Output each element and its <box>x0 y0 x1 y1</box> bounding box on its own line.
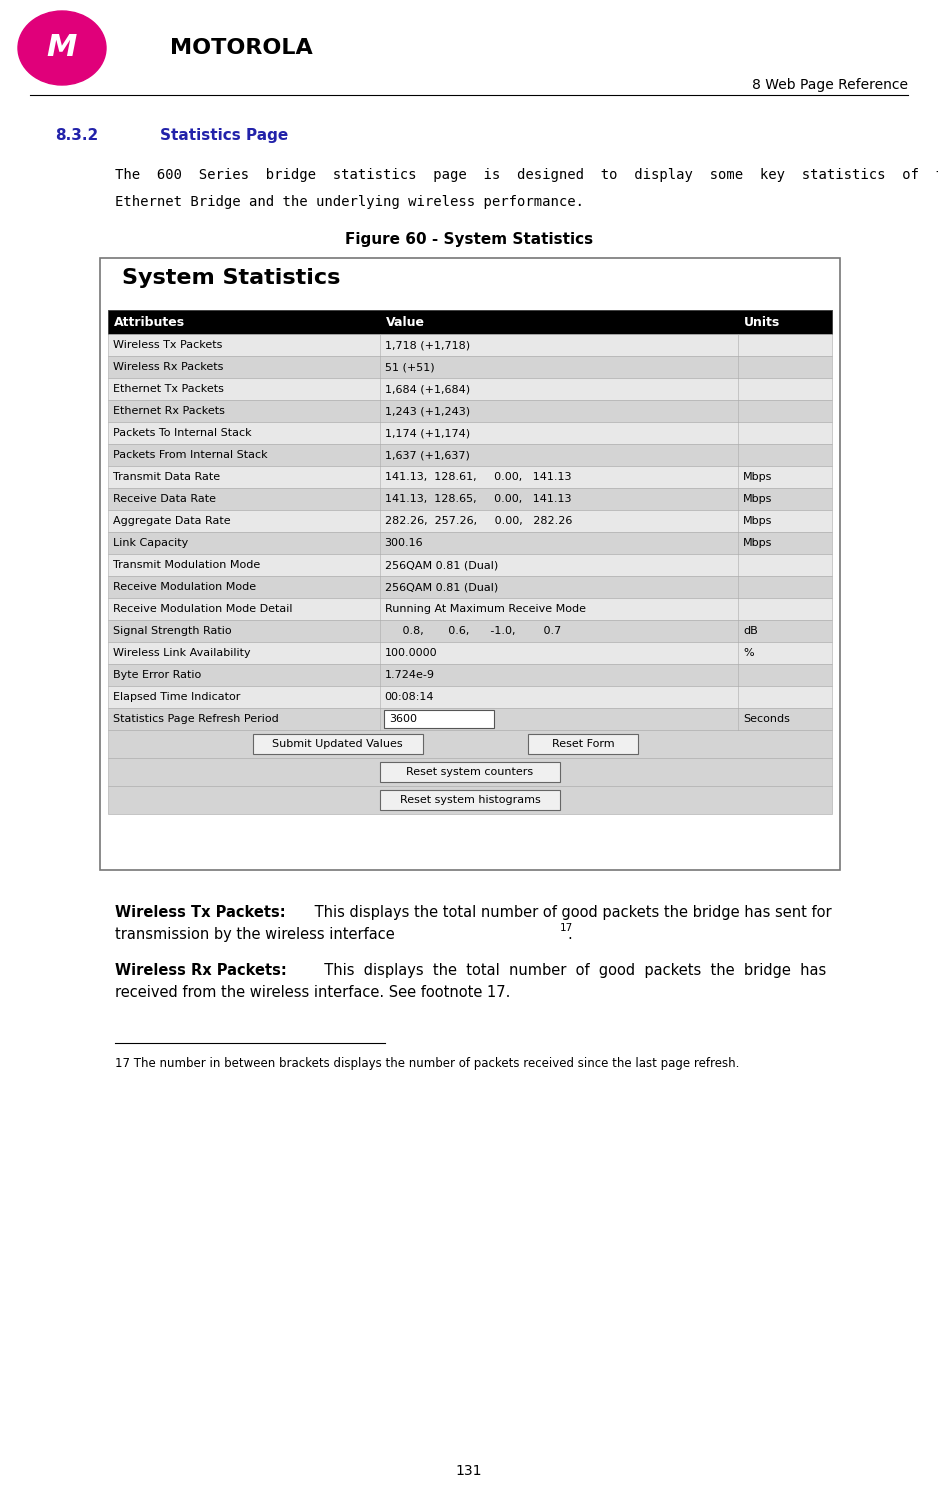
Text: Reset Form: Reset Form <box>552 740 614 748</box>
Text: This displays the total number of good packets the bridge has sent for: This displays the total number of good p… <box>310 905 832 920</box>
Text: Mbps: Mbps <box>743 472 772 483</box>
Text: 00:08:14: 00:08:14 <box>385 692 434 702</box>
Text: Receive Modulation Mode: Receive Modulation Mode <box>113 583 256 592</box>
Text: .: . <box>567 926 572 943</box>
Text: 1,718 (+1,718): 1,718 (+1,718) <box>385 341 470 350</box>
Text: 141.13,  128.61,     0.00,   141.13: 141.13, 128.61, 0.00, 141.13 <box>385 472 571 483</box>
Text: Wireless Rx Packets: Wireless Rx Packets <box>113 362 223 372</box>
Text: Units: Units <box>744 315 780 329</box>
Text: 131: 131 <box>456 1464 482 1478</box>
Text: Elapsed Time Indicator: Elapsed Time Indicator <box>113 692 240 702</box>
Text: Running At Maximum Receive Mode: Running At Maximum Receive Mode <box>385 604 585 614</box>
Bar <box>384 710 493 728</box>
Bar <box>108 577 832 598</box>
Ellipse shape <box>18 10 106 85</box>
Text: 300.16: 300.16 <box>385 538 423 548</box>
Text: 141.13,  128.65,     0.00,   141.13: 141.13, 128.65, 0.00, 141.13 <box>385 495 571 503</box>
Bar <box>108 378 832 400</box>
Text: M: M <box>47 33 77 63</box>
Bar <box>108 509 832 532</box>
Text: 1,174 (+1,174): 1,174 (+1,174) <box>385 427 470 438</box>
Bar <box>108 444 832 466</box>
Text: %: % <box>743 648 753 657</box>
Bar <box>108 532 832 554</box>
Text: received from the wireless interface. See footnote 17.: received from the wireless interface. Se… <box>115 985 510 999</box>
Text: 3600: 3600 <box>389 714 417 725</box>
Text: transmission by the wireless interface: transmission by the wireless interface <box>115 926 395 943</box>
Bar <box>108 708 832 731</box>
Text: System Statistics: System Statistics <box>122 267 340 288</box>
Text: This  displays  the  total  number  of  good  packets  the  bridge  has: This displays the total number of good p… <box>315 964 826 979</box>
Bar <box>108 356 832 378</box>
Text: Statistics Page: Statistics Page <box>160 128 288 143</box>
Text: Wireless Rx Packets:: Wireless Rx Packets: <box>115 964 287 979</box>
Text: Transmit Modulation Mode: Transmit Modulation Mode <box>113 560 260 571</box>
Bar <box>108 335 832 356</box>
Bar <box>253 734 423 754</box>
Bar <box>528 734 638 754</box>
Bar <box>108 466 832 489</box>
Text: Mbps: Mbps <box>743 538 772 548</box>
Text: Signal Strength Ratio: Signal Strength Ratio <box>113 626 232 636</box>
Text: Receive Modulation Mode Detail: Receive Modulation Mode Detail <box>113 604 293 614</box>
Bar <box>108 663 832 686</box>
Text: Wireless Link Availability: Wireless Link Availability <box>113 648 250 657</box>
Bar <box>108 400 832 421</box>
Bar <box>108 686 832 708</box>
Text: 0.8,       0.6,      -1.0,        0.7: 0.8, 0.6, -1.0, 0.7 <box>385 626 561 636</box>
Text: 17: 17 <box>560 923 573 932</box>
Text: The  600  Series  bridge  statistics  page  is  designed  to  display  some  key: The 600 Series bridge statistics page is… <box>115 167 938 182</box>
Text: Wireless Tx Packets:: Wireless Tx Packets: <box>115 905 286 920</box>
Bar <box>380 762 560 781</box>
Bar <box>108 489 832 509</box>
Text: 1,684 (+1,684): 1,684 (+1,684) <box>385 384 470 394</box>
Text: 17 The number in between brackets displays the number of packets received since : 17 The number in between brackets displa… <box>115 1056 739 1070</box>
Bar <box>108 620 832 642</box>
Bar <box>108 757 832 786</box>
Text: Byte Error Ratio: Byte Error Ratio <box>113 669 202 680</box>
Text: Receive Data Rate: Receive Data Rate <box>113 495 216 503</box>
Text: Reset system counters: Reset system counters <box>406 766 534 777</box>
Text: 8.3.2: 8.3.2 <box>55 128 98 143</box>
Text: Mbps: Mbps <box>743 515 772 526</box>
Text: Reset system histograms: Reset system histograms <box>400 795 540 805</box>
Text: 256QAM 0.81 (Dual): 256QAM 0.81 (Dual) <box>385 560 498 571</box>
Text: Submit Updated Values: Submit Updated Values <box>272 740 403 748</box>
Text: Packets From Internal Stack: Packets From Internal Stack <box>113 450 267 460</box>
Text: MOTOROLA: MOTOROLA <box>170 37 312 58</box>
Text: Ethernet Tx Packets: Ethernet Tx Packets <box>113 384 224 394</box>
Text: Mbps: Mbps <box>743 495 772 503</box>
Text: Statistics Page Refresh Period: Statistics Page Refresh Period <box>113 714 279 725</box>
Text: 1,637 (+1,637): 1,637 (+1,637) <box>385 450 469 460</box>
Text: Value: Value <box>386 315 425 329</box>
Bar <box>108 598 832 620</box>
Text: Seconds: Seconds <box>743 714 790 725</box>
Text: Transmit Data Rate: Transmit Data Rate <box>113 472 220 483</box>
Text: Ethernet Rx Packets: Ethernet Rx Packets <box>113 406 225 415</box>
Text: 100.0000: 100.0000 <box>385 648 437 657</box>
Text: Wireless Tx Packets: Wireless Tx Packets <box>113 341 222 350</box>
Text: 8 Web Page Reference: 8 Web Page Reference <box>752 78 908 93</box>
Text: Figure 60 - System Statistics: Figure 60 - System Statistics <box>345 232 593 247</box>
Bar <box>108 309 832 335</box>
Text: 282.26,  257.26,     0.00,   282.26: 282.26, 257.26, 0.00, 282.26 <box>385 515 572 526</box>
Text: Attributes: Attributes <box>114 315 185 329</box>
Bar <box>100 258 840 870</box>
Text: dB: dB <box>743 626 758 636</box>
Text: Link Capacity: Link Capacity <box>113 538 189 548</box>
Text: Ethernet Bridge and the underlying wireless performance.: Ethernet Bridge and the underlying wirel… <box>115 196 584 209</box>
Text: Aggregate Data Rate: Aggregate Data Rate <box>113 515 231 526</box>
Bar <box>108 642 832 663</box>
Bar <box>380 790 560 810</box>
Bar <box>108 786 832 814</box>
Text: 1.724e-9: 1.724e-9 <box>385 669 434 680</box>
Text: Packets To Internal Stack: Packets To Internal Stack <box>113 427 251 438</box>
Text: 1,243 (+1,243): 1,243 (+1,243) <box>385 406 470 415</box>
Bar <box>108 421 832 444</box>
Bar <box>108 554 832 577</box>
Bar <box>108 731 832 757</box>
Text: 51 (+51): 51 (+51) <box>385 362 434 372</box>
Text: 256QAM 0.81 (Dual): 256QAM 0.81 (Dual) <box>385 583 498 592</box>
